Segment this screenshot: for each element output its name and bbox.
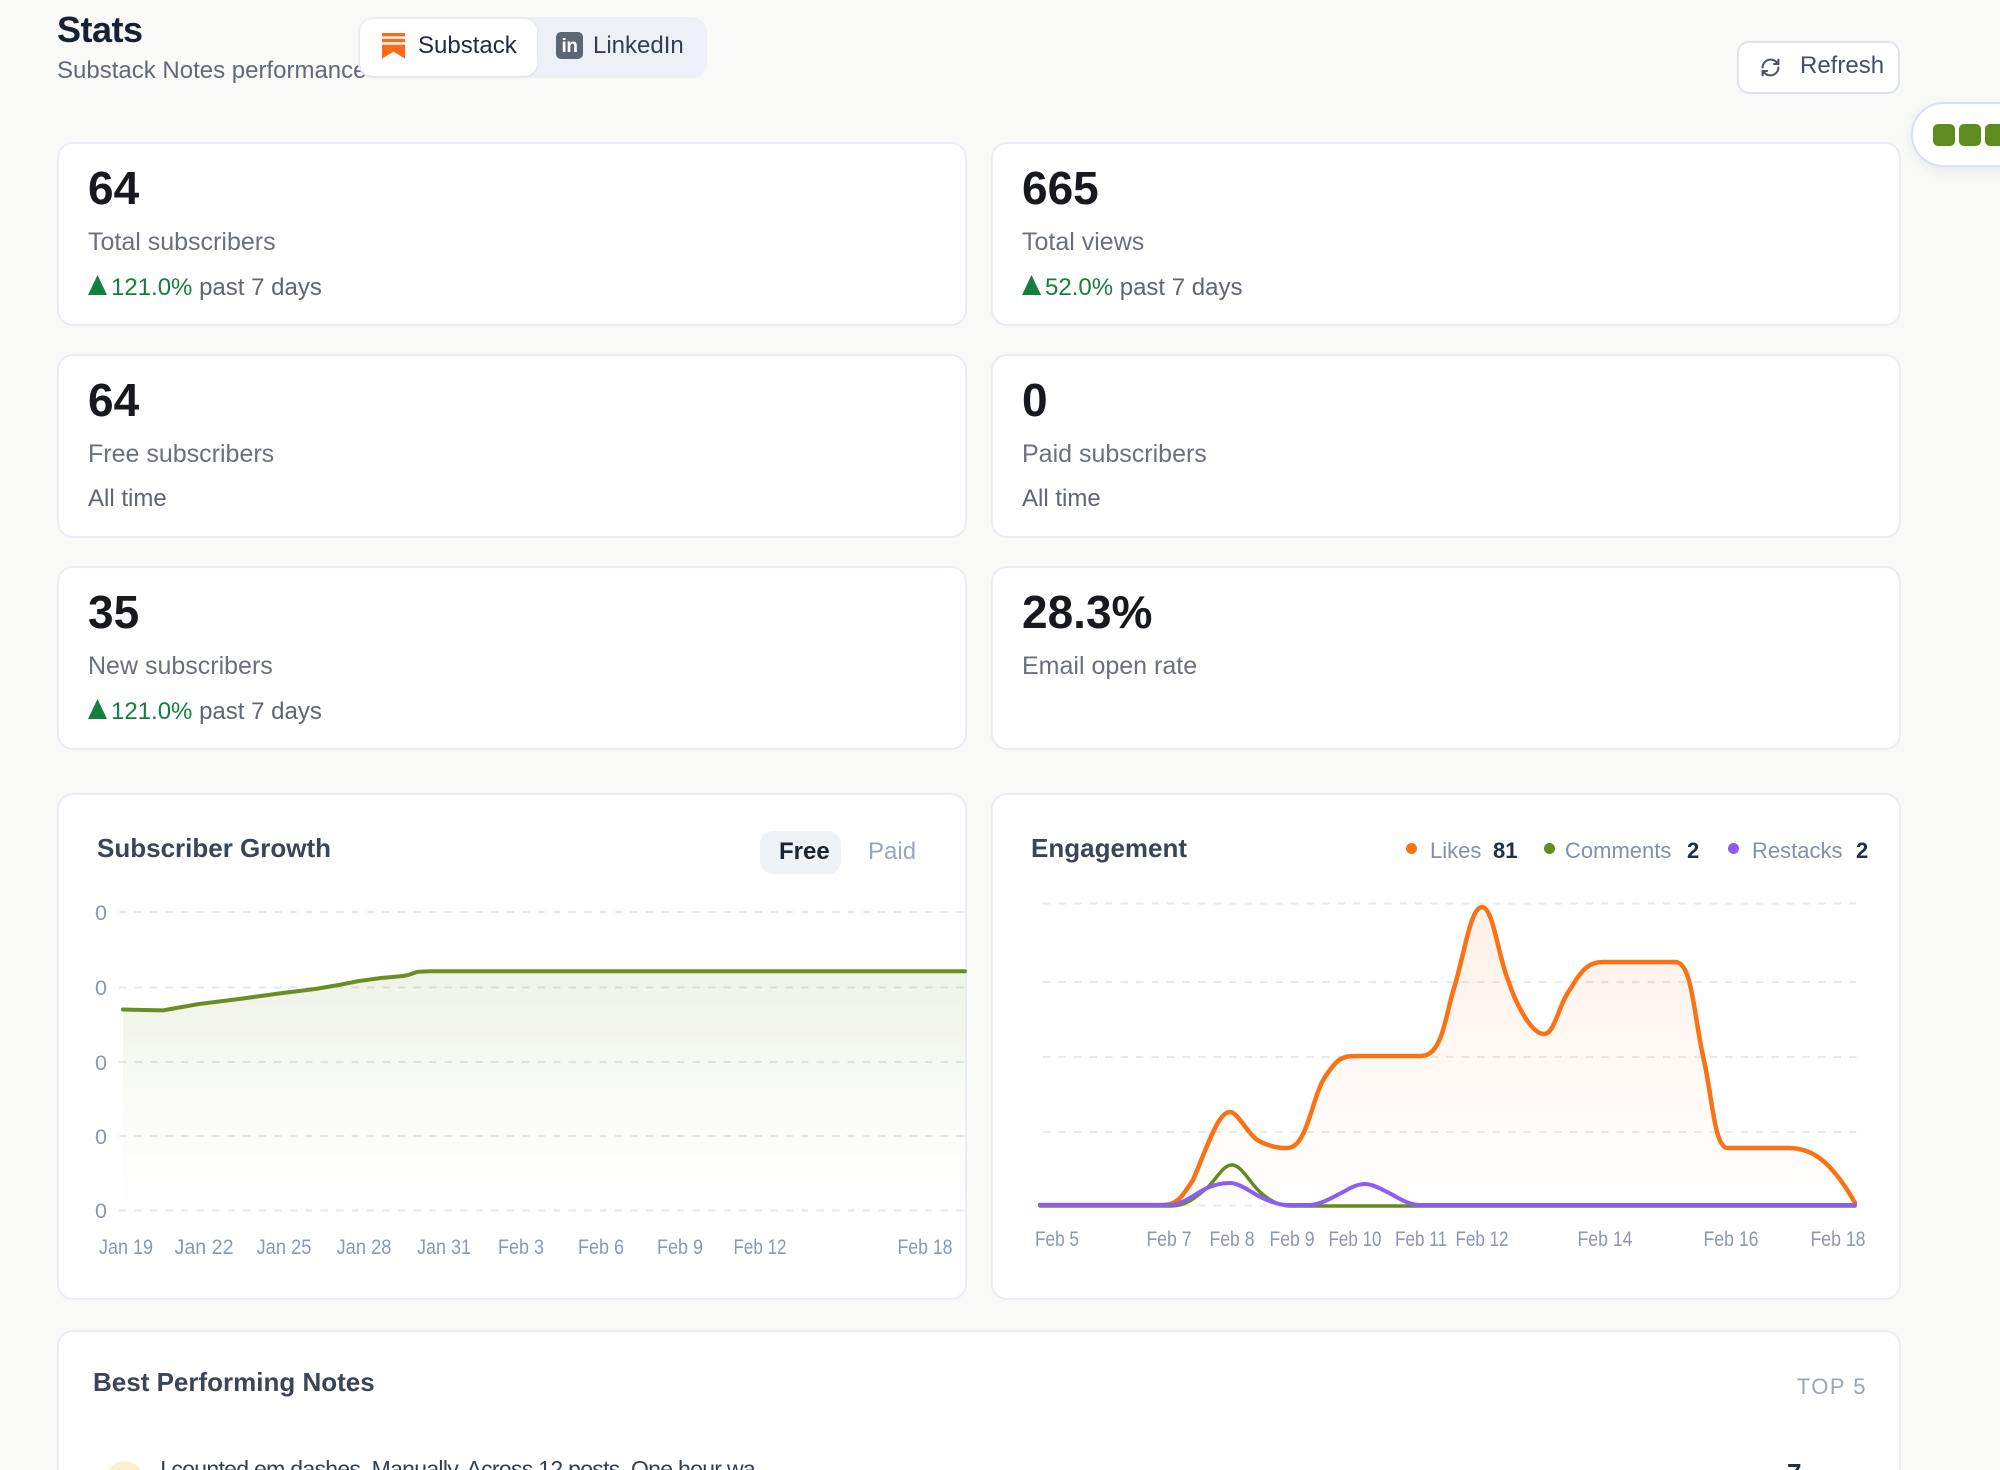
svg-text:Feb 5: Feb 5 xyxy=(1035,1227,1079,1251)
svg-text:Feb 16: Feb 16 xyxy=(1704,1227,1759,1251)
svg-text:Feb 9: Feb 9 xyxy=(657,1235,703,1259)
svg-text:Feb 11: Feb 11 xyxy=(1395,1227,1447,1251)
svg-text:0: 0 xyxy=(95,976,107,1000)
svg-text:Feb 10: Feb 10 xyxy=(1329,1227,1382,1251)
svg-text:Feb 3: Feb 3 xyxy=(498,1235,544,1259)
svg-text:0: 0 xyxy=(95,1199,107,1223)
svg-text:Feb 12: Feb 12 xyxy=(1456,1227,1509,1251)
svg-text:Jan 22: Jan 22 xyxy=(175,1235,234,1259)
svg-text:Feb 18: Feb 18 xyxy=(1811,1227,1866,1251)
svg-text:Feb 12: Feb 12 xyxy=(734,1235,787,1259)
svg-text:Feb 14: Feb 14 xyxy=(1578,1227,1633,1251)
svg-text:Feb 8: Feb 8 xyxy=(1210,1227,1255,1251)
svg-text:Jan 28: Jan 28 xyxy=(337,1235,392,1259)
svg-text:0: 0 xyxy=(95,1125,107,1149)
svg-text:0: 0 xyxy=(95,1051,107,1075)
svg-text:Jan 19: Jan 19 xyxy=(99,1235,153,1259)
svg-text:0: 0 xyxy=(95,901,107,925)
svg-text:Feb 18: Feb 18 xyxy=(898,1235,953,1259)
svg-text:Jan 25: Jan 25 xyxy=(257,1235,312,1259)
svg-text:Jan 31: Jan 31 xyxy=(417,1235,471,1259)
svg-text:Feb 7: Feb 7 xyxy=(1147,1227,1192,1251)
svg-text:Feb 6: Feb 6 xyxy=(578,1235,624,1259)
svg-text:in: in xyxy=(562,36,578,57)
svg-text:Feb 9: Feb 9 xyxy=(1270,1227,1315,1251)
